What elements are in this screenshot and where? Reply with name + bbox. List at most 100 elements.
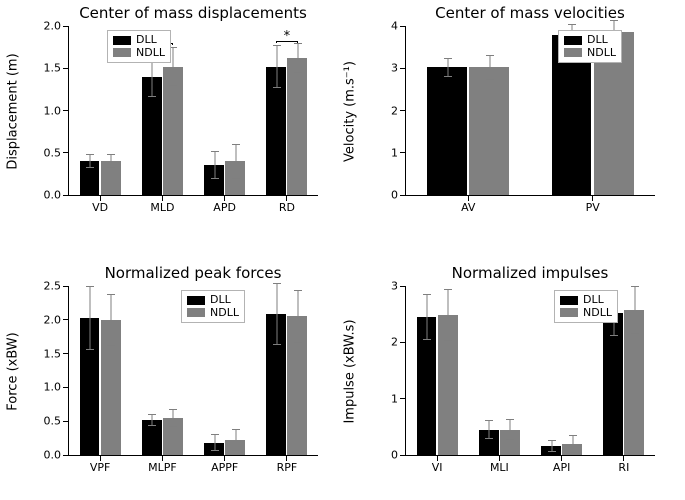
- legend-item: NDLL: [564, 47, 616, 60]
- bar-dll: [80, 161, 100, 195]
- legend-label: NDLL: [587, 47, 616, 60]
- y-tick-label: 1: [391, 146, 406, 159]
- x-tick-label: APPF: [211, 455, 238, 474]
- x-tick-label: MLPF: [148, 455, 177, 474]
- plot-area: 0123VIMLIAPIRIDLLNDLL: [405, 286, 655, 456]
- y-tick-label: 2.0: [44, 20, 70, 33]
- y-axis-label: Force (xBW): [6, 287, 21, 457]
- bar-dll: [266, 314, 286, 455]
- legend-item: NDLL: [560, 307, 612, 320]
- legend-label: NDLL: [210, 307, 239, 320]
- x-tick-label: RPF: [277, 455, 298, 474]
- x-tick-label: VD: [92, 195, 108, 214]
- legend-swatch: [564, 48, 582, 57]
- y-axis-label: Impulse (xBW.s): [343, 287, 358, 457]
- y-tick-label: 1.5: [44, 347, 70, 360]
- y-tick-label: 1.0: [44, 104, 70, 117]
- legend-swatch: [560, 308, 578, 317]
- y-tick-label: 2: [391, 104, 406, 117]
- legend-label: DLL: [587, 34, 608, 47]
- significance-bracket: [297, 41, 298, 43]
- x-tick-label: RI: [618, 455, 629, 474]
- panel-title: Center of mass velocities: [405, 4, 655, 22]
- x-tick-label: MLD: [150, 195, 174, 214]
- bar-dll: [80, 318, 100, 455]
- panel-displacements: Center of mass displacements Displacemen…: [68, 26, 318, 196]
- x-tick-label: PV: [586, 195, 600, 214]
- legend-item: NDLL: [187, 307, 239, 320]
- legend-swatch: [113, 48, 131, 57]
- bar-ndll: [624, 310, 644, 455]
- x-tick-label: MLI: [490, 455, 509, 474]
- y-tick-label: 2.5: [44, 280, 70, 293]
- legend-label: DLL: [583, 294, 604, 307]
- y-tick-label: 2.0: [44, 313, 70, 326]
- significance-bracket: [172, 43, 173, 45]
- bar-dll: [427, 67, 467, 195]
- bar-ndll: [438, 315, 458, 455]
- legend: DLLNDLL: [107, 30, 171, 63]
- bar-ndll: [562, 444, 582, 455]
- y-tick-label: 3: [391, 62, 406, 75]
- bar-dll: [142, 420, 162, 455]
- y-tick-label: 0.5: [44, 415, 70, 428]
- x-tick-label: RD: [279, 195, 295, 214]
- bar-dll: [204, 443, 224, 455]
- bar-ndll: [500, 430, 520, 455]
- legend-item: DLL: [113, 34, 165, 47]
- y-axis-label: Displacement (m): [6, 27, 21, 197]
- legend-swatch: [113, 36, 131, 45]
- legend-label: NDLL: [136, 47, 165, 60]
- y-tick-label: 1.5: [44, 62, 70, 75]
- y-tick-label: 1.0: [44, 381, 70, 394]
- bar-ndll: [469, 67, 509, 195]
- y-tick-label: 0.0: [44, 449, 70, 462]
- bar-ndll: [101, 320, 121, 455]
- legend: DLLNDLL: [558, 30, 622, 63]
- bar-dll: [417, 317, 437, 455]
- legend-swatch: [564, 36, 582, 45]
- plot-area: 0.00.51.01.52.0VDMLDAPDRD**DLLNDLL: [68, 26, 318, 196]
- legend-swatch: [187, 308, 205, 317]
- bar-dll: [204, 165, 224, 195]
- plot-area: 0.00.51.01.52.02.5VPFMLPFAPPFRPFDLLNDLL: [68, 286, 318, 456]
- legend-item: DLL: [564, 34, 616, 47]
- bar-dll: [479, 430, 499, 455]
- y-axis-label: Velocity (m.s⁻¹): [343, 27, 358, 197]
- y-tick-label: 4: [391, 20, 406, 33]
- legend-swatch: [187, 296, 205, 305]
- y-tick-label: 2: [391, 336, 406, 349]
- y-tick-label: 0.5: [44, 146, 70, 159]
- y-tick-label: 0.0: [44, 189, 70, 202]
- bar-dll: [603, 313, 623, 455]
- bar-dll: [142, 77, 162, 195]
- x-tick-label: API: [553, 455, 570, 474]
- figure: Center of mass displacements Displacemen…: [0, 0, 685, 500]
- y-tick-label: 1: [391, 392, 406, 405]
- legend-item: NDLL: [113, 47, 165, 60]
- legend-label: NDLL: [583, 307, 612, 320]
- legend-item: DLL: [187, 294, 239, 307]
- panel-title: Center of mass displacements: [68, 4, 318, 22]
- y-tick-label: 0: [391, 189, 406, 202]
- plot-area: 01234AVPVDLLNDLL: [405, 26, 655, 196]
- panel-title: Normalized peak forces: [68, 264, 318, 282]
- legend-label: DLL: [210, 294, 231, 307]
- legend-item: DLL: [560, 294, 612, 307]
- bar-dll: [541, 446, 561, 455]
- panel-title: Normalized impulses: [405, 264, 655, 282]
- x-tick-label: APD: [213, 195, 236, 214]
- bar-ndll: [225, 440, 245, 455]
- legend: DLLNDLL: [554, 290, 618, 323]
- bar-ndll: [287, 316, 307, 455]
- bar-dll: [266, 67, 286, 195]
- legend: DLLNDLL: [181, 290, 245, 323]
- significance-star: *: [284, 29, 291, 44]
- bar-ndll: [163, 67, 183, 195]
- legend-label: DLL: [136, 34, 157, 47]
- panel-forces: Normalized peak forces Force (xBW) 0.00.…: [68, 286, 318, 456]
- bar-ndll: [163, 418, 183, 455]
- panel-impulses: Normalized impulses Impulse (xBW.s) 0123…: [405, 286, 655, 456]
- bar-ndll: [101, 161, 121, 195]
- legend-swatch: [560, 296, 578, 305]
